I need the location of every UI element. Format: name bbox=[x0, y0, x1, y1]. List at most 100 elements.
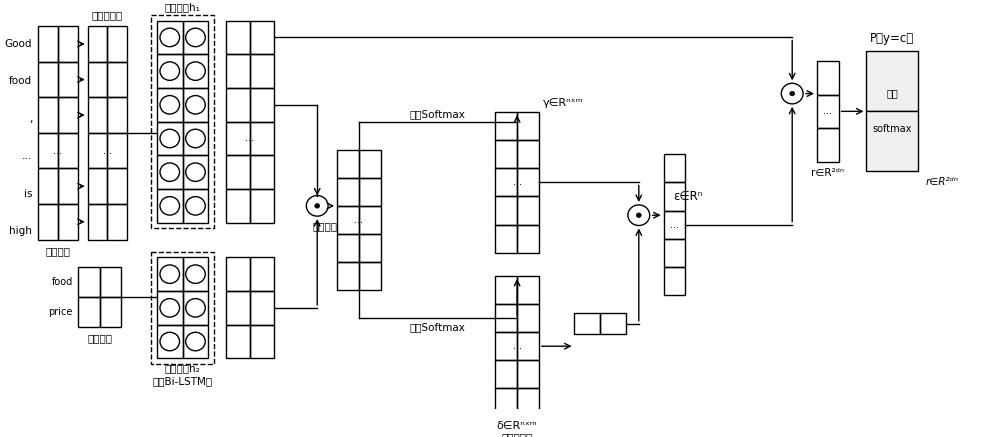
Bar bbox=[250, 155, 274, 189]
Bar bbox=[226, 88, 250, 121]
Circle shape bbox=[315, 204, 320, 208]
Bar bbox=[78, 297, 100, 326]
Bar bbox=[359, 262, 381, 290]
Bar bbox=[664, 183, 685, 211]
Bar bbox=[107, 168, 127, 204]
Bar bbox=[88, 133, 107, 168]
Bar bbox=[337, 178, 359, 206]
Text: softmax: softmax bbox=[872, 124, 912, 134]
Text: ,: , bbox=[29, 114, 32, 124]
Bar bbox=[88, 62, 107, 97]
Bar bbox=[226, 189, 250, 223]
Bar bbox=[664, 211, 685, 239]
Bar bbox=[495, 332, 517, 360]
Bar bbox=[88, 97, 107, 133]
Bar bbox=[337, 234, 359, 262]
Bar bbox=[574, 313, 600, 334]
Bar bbox=[38, 168, 58, 204]
Text: γ∈Rⁿˣᵐ: γ∈Rⁿˣᵐ bbox=[543, 98, 583, 108]
Bar bbox=[817, 94, 839, 128]
Text: r∈R²ᵈⁿ: r∈R²ᵈⁿ bbox=[926, 177, 959, 187]
Text: 成对交互: 成对交互 bbox=[313, 222, 338, 232]
Bar bbox=[88, 168, 107, 204]
Bar bbox=[151, 252, 214, 364]
Text: price: price bbox=[48, 307, 73, 316]
Text: Good: Good bbox=[5, 39, 32, 49]
Bar bbox=[817, 61, 839, 94]
Circle shape bbox=[636, 213, 641, 218]
Bar bbox=[151, 15, 214, 228]
Bar bbox=[157, 121, 183, 155]
Bar bbox=[38, 204, 58, 239]
Bar bbox=[107, 133, 127, 168]
Bar bbox=[58, 133, 78, 168]
Bar bbox=[183, 257, 208, 291]
Bar bbox=[337, 206, 359, 234]
Bar bbox=[58, 26, 78, 62]
Bar bbox=[226, 291, 250, 325]
Bar bbox=[157, 291, 183, 325]
Bar bbox=[157, 155, 183, 189]
Bar bbox=[337, 262, 359, 290]
Text: 双向Bi-LSTM层: 双向Bi-LSTM层 bbox=[153, 376, 213, 386]
Bar bbox=[157, 21, 183, 54]
Bar bbox=[183, 291, 208, 325]
Bar bbox=[183, 155, 208, 189]
Bar bbox=[250, 189, 274, 223]
Circle shape bbox=[790, 91, 795, 96]
Bar bbox=[226, 325, 250, 358]
Bar bbox=[517, 304, 539, 332]
Bar bbox=[226, 121, 250, 155]
Bar bbox=[495, 197, 517, 225]
Bar bbox=[250, 257, 274, 291]
Bar bbox=[495, 360, 517, 388]
Text: ...: ... bbox=[103, 146, 112, 156]
Text: 词嵌入层: 词嵌入层 bbox=[87, 333, 112, 343]
Text: 隐藏状态h₁: 隐藏状态h₁ bbox=[165, 3, 201, 13]
Bar bbox=[250, 121, 274, 155]
Bar bbox=[183, 325, 208, 358]
Bar bbox=[226, 155, 250, 189]
Text: 逐列求平均: 逐列求平均 bbox=[501, 432, 533, 437]
Text: high: high bbox=[9, 226, 32, 236]
Text: P（y=c）: P（y=c） bbox=[870, 32, 914, 45]
Bar bbox=[337, 150, 359, 178]
Text: ...: ... bbox=[354, 215, 363, 225]
Text: 线性: 线性 bbox=[886, 88, 898, 98]
Bar bbox=[664, 154, 685, 183]
Circle shape bbox=[781, 83, 803, 104]
Bar bbox=[359, 206, 381, 234]
Bar bbox=[157, 88, 183, 121]
Bar bbox=[88, 204, 107, 239]
Text: food: food bbox=[52, 277, 73, 287]
Bar bbox=[517, 168, 539, 197]
Bar bbox=[183, 189, 208, 223]
Text: food: food bbox=[9, 76, 32, 87]
Bar bbox=[183, 88, 208, 121]
Bar bbox=[600, 313, 626, 334]
Bar bbox=[517, 225, 539, 253]
Text: 逐列Softmax: 逐列Softmax bbox=[410, 109, 466, 119]
Bar bbox=[359, 234, 381, 262]
Bar bbox=[157, 257, 183, 291]
Text: ε∈Rⁿ: ε∈Rⁿ bbox=[674, 190, 703, 203]
Bar bbox=[250, 88, 274, 121]
Bar bbox=[250, 54, 274, 88]
Bar bbox=[58, 168, 78, 204]
Bar bbox=[495, 225, 517, 253]
Bar bbox=[58, 204, 78, 239]
Bar bbox=[517, 112, 539, 140]
Bar bbox=[517, 140, 539, 168]
Text: δ∈Rⁿˣᵐ: δ∈Rⁿˣᵐ bbox=[497, 421, 537, 431]
Bar bbox=[517, 276, 539, 304]
Bar bbox=[664, 239, 685, 267]
Text: r∈R²ᵈⁿ: r∈R²ᵈⁿ bbox=[811, 168, 844, 178]
Text: ...: ... bbox=[53, 146, 62, 156]
Bar bbox=[359, 178, 381, 206]
Circle shape bbox=[306, 196, 328, 216]
Text: ...: ... bbox=[22, 151, 32, 161]
Bar bbox=[226, 54, 250, 88]
Text: ...: ... bbox=[670, 219, 679, 229]
Bar bbox=[183, 54, 208, 88]
Circle shape bbox=[628, 205, 650, 225]
